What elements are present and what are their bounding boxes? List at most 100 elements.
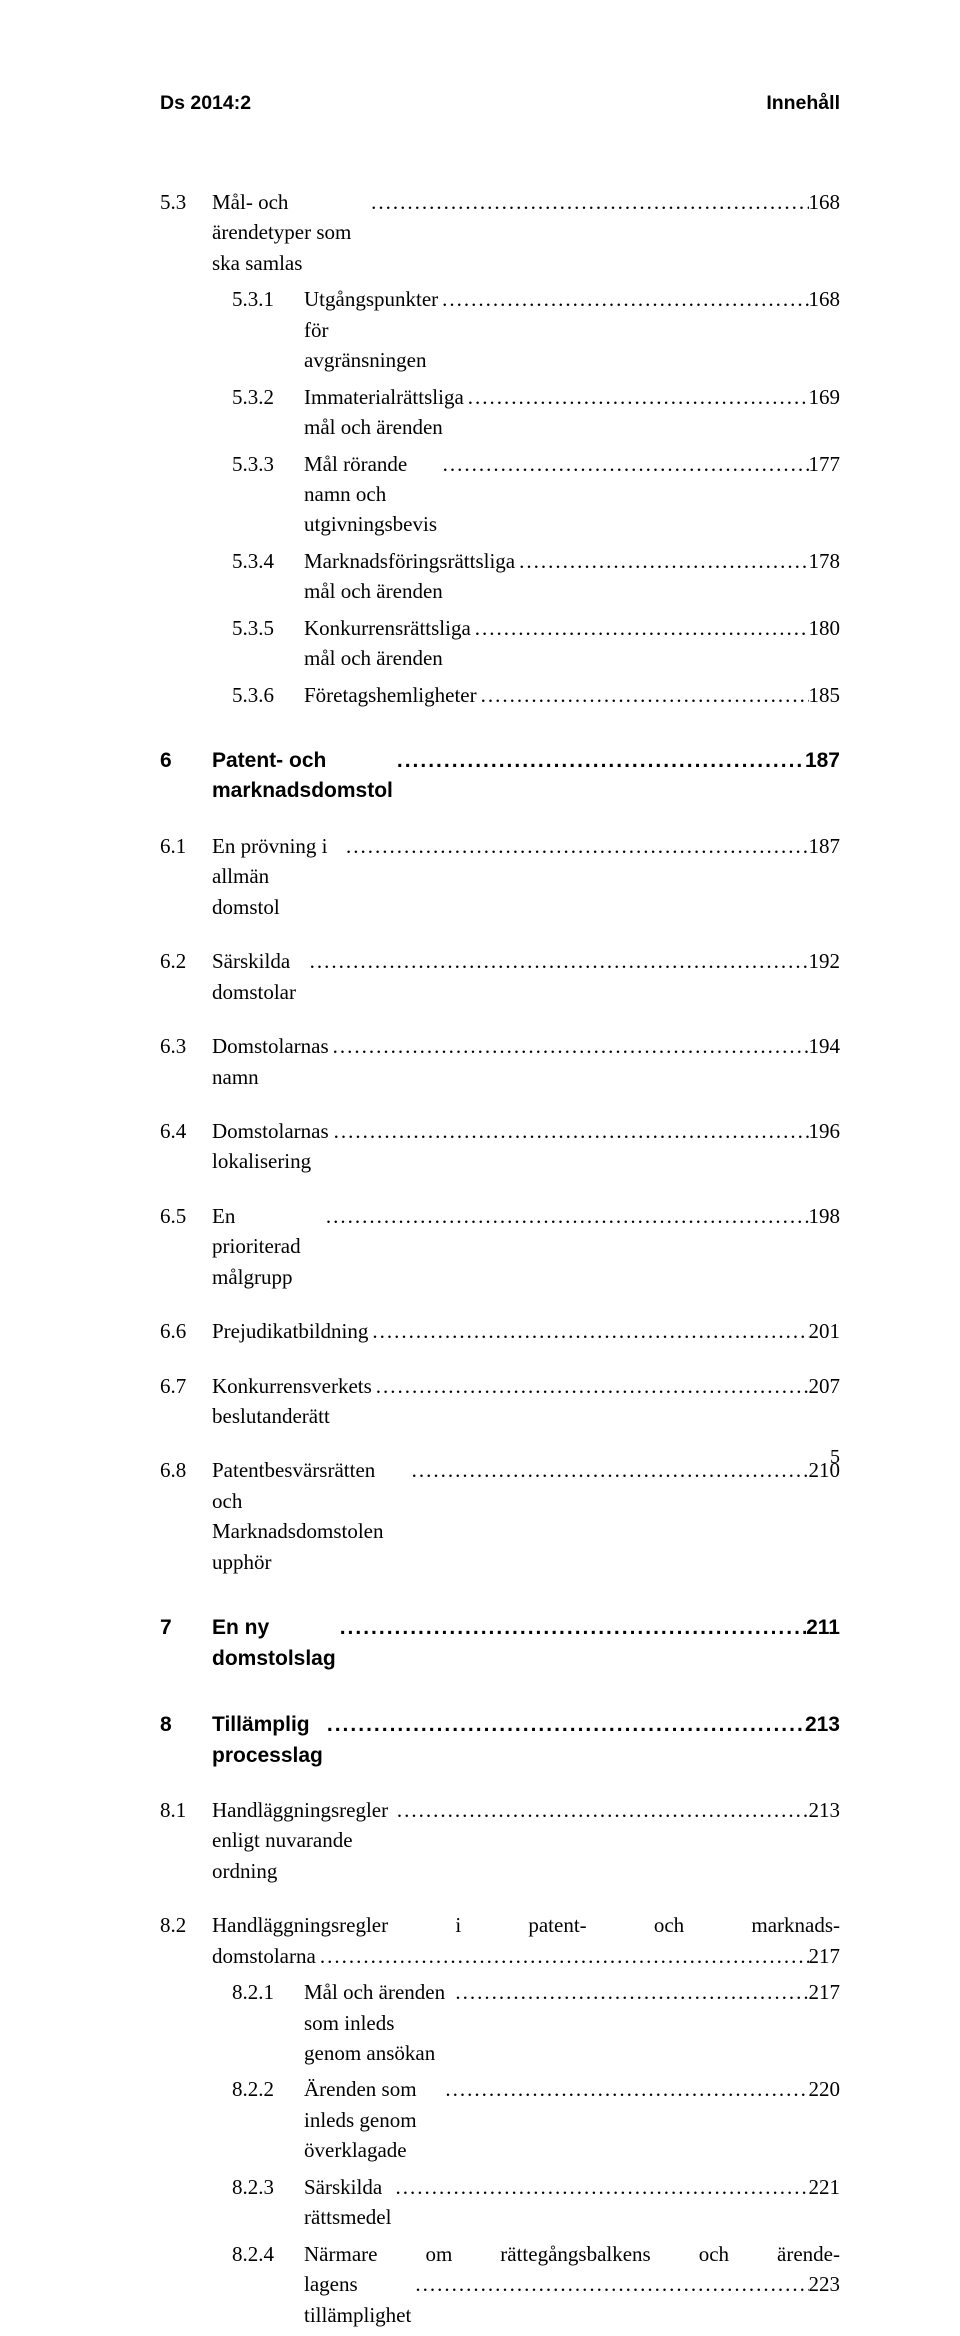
toc-number: 7 — [160, 1613, 212, 1643]
toc-leader: ........................................… — [330, 1116, 809, 1146]
toc-page: 177 — [809, 449, 841, 479]
toc-title: Utgångspunkter för avgränsningen — [304, 284, 438, 375]
toc-number: 5.3.4 — [232, 546, 304, 576]
toc-leader: ........................................… — [441, 2074, 808, 2104]
toc-number: 6.1 — [160, 831, 212, 861]
toc-entry: 6.3Domstolarnas namn....................… — [160, 1031, 840, 1092]
toc-entry: 6.8Patentbesvärsrätten och Marknadsdomst… — [160, 1455, 840, 1577]
toc-leader: ........................................… — [439, 449, 809, 479]
toc-number: 6.4 — [160, 1116, 212, 1146]
toc-leader: ........................................… — [393, 1795, 809, 1825]
toc-leader: ........................................… — [336, 1613, 806, 1643]
toc-leader: ........................................… — [367, 187, 808, 217]
toc-entry: 6.5En prioriterad målgrupp..............… — [160, 1201, 840, 1292]
toc-entry: 7En ny domstolslag......................… — [160, 1613, 840, 1674]
toc-title: Domstolarnas lokalisering — [212, 1116, 330, 1177]
toc-title: Ärenden som inleds genom överklagade — [304, 2074, 441, 2165]
toc-leader: ........................................… — [471, 613, 809, 643]
toc-leader: ........................................… — [411, 2269, 808, 2299]
toc-page: 213 — [809, 1795, 841, 1825]
toc-entry: 8.2.1Mål och ärenden som inleds genom an… — [160, 1977, 840, 2068]
toc-title: Prejudikatbildning — [212, 1316, 368, 1346]
toc-title: domstolarna — [212, 1941, 316, 1971]
toc-page: 221 — [809, 2172, 841, 2202]
toc-number: 8.2.2 — [232, 2074, 304, 2104]
toc-leader: ........................................… — [329, 1031, 809, 1061]
toc-number: 5.3.1 — [232, 284, 304, 314]
toc-title: i — [455, 1910, 461, 1940]
toc-page: 223 — [809, 2269, 841, 2299]
page-number: 5 — [830, 1446, 840, 1469]
toc-entry: 8.2.3Särskilda rättsmedel...............… — [160, 2172, 840, 2233]
toc-title: Handläggningsregler enligt nuvarande ord… — [212, 1795, 393, 1886]
toc-entry: 8.2Handläggningsregleripatent-ochmarknad… — [160, 1910, 840, 1977]
toc-title: Handläggningsregler — [212, 1910, 388, 1940]
toc-number: 6.8 — [160, 1455, 212, 1485]
toc-entry: 6.6Prejudikatbildning...................… — [160, 1316, 840, 1346]
header-right: Innehåll — [766, 92, 840, 115]
toc-entry: 5.3.4Marknadsföringsrättsliga mål och är… — [160, 546, 840, 607]
toc-leader: ........................................… — [323, 1710, 805, 1740]
toc-entry: 6.1En prövning i allmän domstol.........… — [160, 831, 840, 922]
toc-page: 194 — [809, 1031, 841, 1061]
toc-page: 217 — [809, 1977, 841, 2007]
toc-leader: ........................................… — [306, 946, 809, 976]
toc-title: ärende- — [777, 2239, 840, 2269]
toc-leader: ........................................… — [464, 382, 809, 412]
toc-title: Närmare — [304, 2239, 377, 2269]
toc-entry: 5.3Mål- och ärendetyper som ska samlas..… — [160, 187, 840, 278]
toc-page: 217 — [809, 1941, 841, 1971]
toc-title: Domstolarnas namn — [212, 1031, 329, 1092]
toc-leader: ........................................… — [316, 1941, 809, 1971]
toc-number: 5.3.2 — [232, 382, 304, 412]
toc-entry: 8.1Handläggningsregler enligt nuvarande … — [160, 1795, 840, 1886]
toc-page: 187 — [809, 831, 841, 861]
toc-title: Patentbesvärsrätten och Marknadsdomstole… — [212, 1455, 408, 1577]
toc-leader: ........................................… — [438, 284, 808, 314]
toc-page: 168 — [809, 187, 841, 217]
toc-number: 5.3.6 — [232, 680, 304, 710]
toc-title: Mål- och ärendetyper som ska samlas — [212, 187, 367, 278]
toc-leader: ........................................… — [477, 680, 809, 710]
toc-leader: ........................................… — [393, 746, 805, 776]
toc-entry: 8.2.2Ärenden som inleds genom överklagad… — [160, 2074, 840, 2165]
toc-entry: 5.3.2Immaterialrättsliga mål och ärenden… — [160, 382, 840, 443]
toc-title: Tillämplig processlag — [212, 1710, 323, 1771]
toc-number: 8 — [160, 1710, 212, 1740]
toc-title: Immaterialrättsliga mål och ärenden — [304, 382, 464, 443]
toc-page: 196 — [809, 1116, 841, 1146]
toc-entry: 8Tillämplig processlag..................… — [160, 1710, 840, 1771]
toc-page: 207 — [809, 1371, 841, 1401]
toc-number: 6.7 — [160, 1371, 212, 1401]
toc-page: 178 — [809, 546, 841, 576]
toc-page: 185 — [809, 680, 841, 710]
toc-title: Särskilda domstolar — [212, 946, 306, 1007]
toc-title: patent- — [528, 1910, 586, 1940]
toc-entry: 6.4Domstolarnas lokalisering............… — [160, 1116, 840, 1177]
toc-page: 213 — [805, 1710, 840, 1740]
toc-number: 6.6 — [160, 1316, 212, 1346]
toc-title: En prioriterad målgrupp — [212, 1201, 322, 1292]
toc-title: En prövning i allmän domstol — [212, 831, 342, 922]
toc-title: Företagshemligheter — [304, 680, 477, 710]
toc-leader: ........................................… — [322, 1201, 809, 1231]
toc-number: 6.5 — [160, 1201, 212, 1231]
toc-title: Särskilda rättsmedel — [304, 2172, 391, 2233]
toc-page: 192 — [809, 946, 841, 976]
toc-number: 8.2.1 — [232, 1977, 304, 2007]
toc-page: 187 — [805, 746, 840, 776]
toc-number: 8.2 — [160, 1910, 212, 1940]
table-of-contents: 5.3Mål- och ärendetyper som ska samlas..… — [160, 187, 840, 2336]
toc-title: om — [425, 2239, 452, 2269]
toc-entry: 5.3.5Konkurrensrättsliga mål och ärenden… — [160, 613, 840, 674]
toc-title: lagens tillämplighet — [304, 2269, 411, 2330]
toc-entry: 5.3.3Mål rörande namn och utgivningsbevi… — [160, 449, 840, 540]
toc-entry: 8.2.4Närmareomrättegångsbalkensochärende… — [160, 2239, 840, 2336]
toc-title: Konkurrensverkets beslutanderätt — [212, 1371, 372, 1432]
toc-page: 198 — [809, 1201, 841, 1231]
toc-leader: ........................................… — [515, 546, 808, 576]
toc-leader: ........................................… — [368, 1316, 808, 1346]
toc-number: 8.1 — [160, 1795, 212, 1825]
toc-number: 6.3 — [160, 1031, 212, 1061]
toc-page: 168 — [809, 284, 841, 314]
